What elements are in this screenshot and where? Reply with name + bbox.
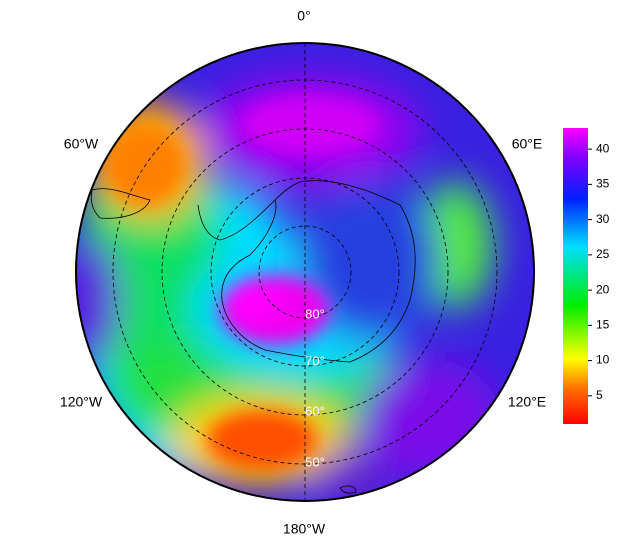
longitude-label: 60°E — [512, 136, 543, 152]
latitude-label: 50° — [305, 454, 325, 469]
colorbar-tick-label: 10 — [596, 353, 610, 367]
field — [76, 43, 534, 501]
latitude-label: 80° — [305, 306, 325, 321]
graticule — [112, 43, 498, 501]
colorbar-tick-label: 5 — [596, 388, 603, 402]
longitude-label: 120°E — [508, 394, 546, 410]
colorbar-tick-label: 15 — [596, 318, 610, 332]
longitude-label: 120°W — [60, 394, 103, 410]
colorbar-tick-label: 20 — [596, 282, 610, 296]
colorbar-tick-label: 35 — [596, 177, 610, 191]
colorbar-ticks: 5 10 15 20 25 30 35 40 — [588, 141, 610, 402]
longitude-label: 180°W — [283, 521, 326, 537]
colorbar-tick-label: 40 — [596, 141, 610, 155]
longitude-label: 0° — [297, 8, 310, 24]
latitude-label: 70° — [305, 353, 325, 368]
colorbar-tick-label: 30 — [596, 212, 610, 226]
longitude-label: 60°W — [64, 136, 99, 152]
map-border — [75, 42, 535, 502]
colorbar — [563, 128, 588, 424]
colorbar-tick-label: 25 — [596, 247, 610, 261]
coastline — [90, 180, 416, 494]
latitude-label: 60° — [305, 403, 325, 418]
